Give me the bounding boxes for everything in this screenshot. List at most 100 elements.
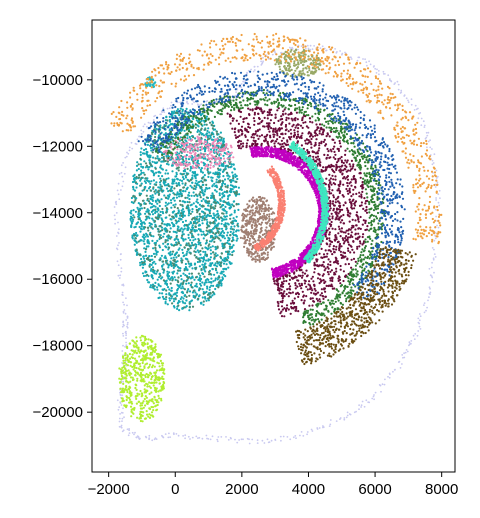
data-point	[191, 234, 194, 237]
data-point	[435, 215, 437, 218]
data-point	[211, 221, 215, 224]
data-point	[198, 142, 202, 145]
data-point	[154, 262, 157, 265]
data-point	[190, 272, 193, 275]
data-point	[203, 123, 206, 126]
data-point	[239, 236, 242, 239]
data-point	[216, 246, 219, 249]
data-point	[231, 203, 234, 206]
data-point	[166, 197, 169, 200]
data-point	[194, 152, 197, 155]
data-point	[199, 229, 202, 232]
data-point	[210, 138, 213, 141]
data-point	[208, 157, 211, 161]
data-point	[268, 213, 271, 216]
data-point	[179, 274, 182, 277]
data-point	[229, 156, 232, 159]
data-point	[267, 441, 270, 444]
data-point	[152, 186, 155, 189]
data-point	[170, 104, 172, 107]
data-point	[161, 126, 164, 129]
data-point	[171, 262, 174, 265]
data-point	[201, 247, 204, 250]
data-point	[299, 434, 301, 437]
data-point	[151, 439, 154, 442]
data-point	[179, 188, 182, 192]
data-point	[181, 182, 184, 185]
data-point	[161, 292, 164, 295]
data-point	[121, 294, 124, 296]
data-point	[181, 290, 184, 293]
data-point	[232, 163, 235, 166]
data-point	[138, 135, 140, 138]
data-point	[196, 201, 200, 204]
data-point	[180, 142, 183, 145]
data-point	[310, 70, 313, 74]
data-point	[237, 208, 240, 211]
data-point	[207, 175, 210, 178]
data-point	[319, 63, 322, 66]
data-point	[172, 270, 176, 273]
data-point	[148, 233, 151, 236]
data-point	[258, 259, 261, 262]
data-point	[121, 350, 124, 352]
data-point	[184, 262, 187, 266]
data-point	[219, 198, 222, 201]
data-point	[182, 186, 186, 189]
data-point	[212, 212, 215, 215]
data-point	[197, 184, 200, 187]
data-point	[190, 286, 193, 289]
data-point	[153, 255, 157, 258]
data-point	[201, 177, 204, 180]
data-point	[224, 225, 227, 228]
data-point	[215, 130, 218, 133]
data-point	[216, 210, 219, 213]
data-point	[434, 237, 437, 240]
data-point	[210, 179, 213, 182]
data-point	[250, 248, 253, 251]
data-point	[162, 260, 165, 263]
data-point	[266, 438, 269, 441]
data-point	[178, 229, 181, 233]
data-point	[297, 48, 299, 51]
data-point	[209, 164, 212, 167]
data-point	[179, 101, 182, 104]
data-point	[233, 219, 236, 222]
data-point	[217, 163, 220, 166]
data-point	[218, 276, 221, 279]
data-point	[161, 207, 164, 211]
data-point	[148, 265, 151, 268]
data-point	[329, 419, 332, 421]
data-point	[135, 234, 138, 237]
data-point	[152, 247, 155, 250]
data-point	[134, 431, 136, 434]
data-point	[198, 133, 201, 136]
data-point	[388, 376, 391, 379]
data-point	[228, 260, 231, 264]
data-point	[166, 275, 170, 278]
data-point	[248, 442, 251, 445]
data-point	[180, 261, 183, 264]
data-point	[144, 148, 148, 151]
data-point	[161, 175, 164, 178]
data-point	[436, 181, 439, 184]
data-point	[140, 147, 143, 150]
data-point	[118, 228, 120, 231]
data-point	[223, 151, 226, 155]
data-point	[185, 164, 188, 168]
data-point	[117, 244, 119, 247]
data-point	[219, 131, 222, 134]
data-point	[306, 74, 309, 77]
data-point	[229, 187, 232, 190]
data-point	[252, 232, 255, 235]
data-point	[183, 201, 187, 204]
data-point	[127, 152, 130, 155]
data-point	[181, 259, 184, 262]
data-point	[425, 309, 427, 312]
data-point	[263, 197, 266, 200]
data-point	[186, 150, 189, 153]
data-point	[198, 259, 201, 262]
data-point	[165, 246, 168, 249]
data-point	[208, 187, 211, 190]
data-point	[221, 182, 224, 186]
